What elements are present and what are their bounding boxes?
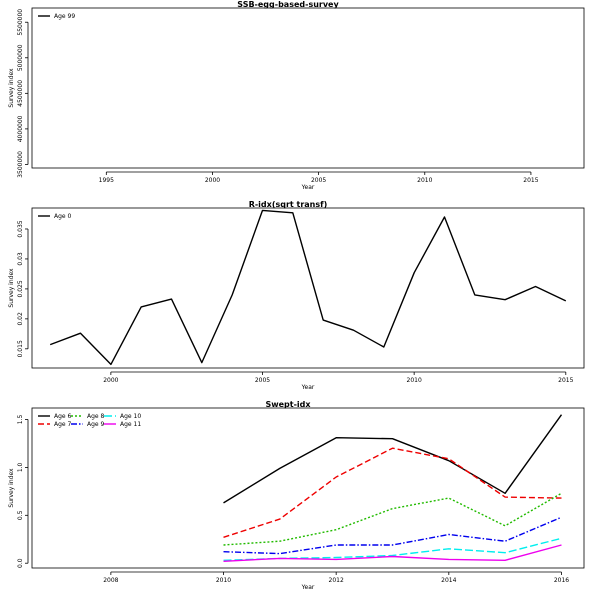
y-tick-label: 0.025 [17,280,24,297]
x-tick-label: 2014 [441,577,456,584]
x-tick-label: 2000 [103,377,118,384]
y-tick-label: 0.015 [17,340,24,357]
y-tick-label: 5500000 [17,9,24,36]
chart-panel-3: Swept-idx 2008 2010 2012 2014 2016 Year 0.0 0.5 1… [8,400,585,591]
series-line-age-0 [49,209,567,366]
x-tick-label: 2010 [407,377,422,384]
x-tick-label: 1995 [99,177,114,184]
legend-label: Age 0 [54,213,72,220]
chart-title: Swept-idx [265,400,311,409]
y-axis-label: Survey index [8,268,15,308]
x-tick-label: 2008 [103,577,118,584]
y-tick-label: 1.5 [17,415,24,425]
y-tick-label: 5000000 [17,44,24,71]
series-line-age-9 [223,516,562,555]
x-tick-label: 2000 [205,177,220,184]
legend-label: Age 7 [54,421,72,428]
series-line-age-6 [223,414,563,504]
plot-frame [31,7,585,169]
x-tick-label: 2012 [329,577,344,584]
chart-title: R-idx(sqrt transf) [249,200,328,209]
y-axis-label: Survey index [8,68,15,108]
x-tick-label: 2015 [558,377,573,384]
series-line-age-11 [223,544,562,562]
legend-label: Age 6 [54,413,72,420]
y-tick-label: 4500000 [17,80,24,107]
legend-label: Age 9 [87,421,105,428]
y-tick-label: 0.03 [17,252,24,266]
x-axis-label: Year [301,184,315,191]
plot-frame [31,407,585,569]
y-tick-label: 0.5 [17,510,24,520]
y-tick-label: 4000000 [17,115,24,142]
x-tick-label: 2016 [554,577,569,584]
legend-label: Age 99 [54,13,75,20]
y-tick-label: 1.0 [17,462,24,472]
x-axis-label: Year [301,384,315,391]
x-tick-label: 2005 [311,177,326,184]
series-line-age-7 [223,447,562,538]
x-tick-label: 2015 [523,177,538,184]
y-tick-label: 0.035 [17,220,24,237]
legend-label: Age 11 [120,421,141,428]
x-axis-label: Year [301,584,315,591]
chart-title: SSB-egg-based-survey [237,0,339,9]
legend-label: Age 10 [120,413,141,420]
legend-label: Age 8 [87,413,105,420]
x-tick-label: 2010 [216,577,231,584]
chart-panel-2: R-idx(sqrt transf) 2000 2005 2010 2015 Year 0.… [8,200,585,391]
y-tick-label: 0.02 [17,312,24,326]
y-tick-label: 3500000 [17,151,24,178]
x-tick-label: 2010 [417,177,432,184]
y-tick-label: 0.0 [17,558,24,568]
y-axis-label: Survey index [8,468,15,508]
plot-frame [31,207,585,369]
series-line-age-8 [223,492,562,546]
x-tick-label: 2005 [255,377,270,384]
chart-panel-1: SSB-egg-based-survey 1995 2000 2005 2010 2015… [8,0,585,191]
